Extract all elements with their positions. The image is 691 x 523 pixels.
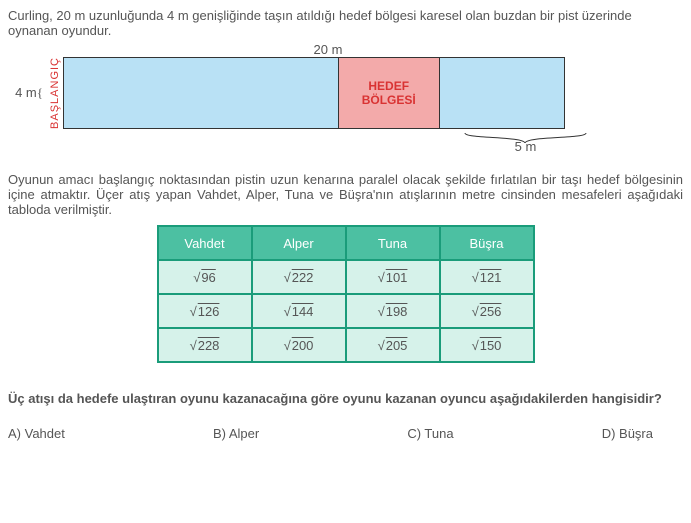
diagram-bottom-brace: 5 m xyxy=(463,131,588,154)
description-text: Oyunun amacı başlangıç noktasından pisti… xyxy=(8,172,683,217)
table-cell: √150 xyxy=(440,328,534,362)
table-cell: √200 xyxy=(252,328,346,362)
target-label-2: BÖLGESİ xyxy=(362,93,416,107)
table-cell: √101 xyxy=(346,260,440,294)
diagram-top-label: 20 m xyxy=(78,42,578,57)
target-segment: HEDEF BÖLGESİ xyxy=(339,58,440,128)
table-header: Tuna xyxy=(346,226,440,260)
table-header: Alper xyxy=(252,226,346,260)
start-label: BAŞLANGIÇ xyxy=(47,57,63,129)
ice-segment-right xyxy=(440,58,565,128)
table-cell: √222 xyxy=(252,260,346,294)
option-d[interactable]: D) Büşra xyxy=(602,426,653,441)
option-c[interactable]: C) Tuna xyxy=(407,426,453,441)
table-cell: √205 xyxy=(346,328,440,362)
throws-table: Vahdet Alper Tuna Büşra √96√222√101√121√… xyxy=(157,225,535,363)
target-label-1: HEDEF xyxy=(368,79,409,93)
option-a[interactable]: A) Vahdet xyxy=(8,426,65,441)
table-header: Büşra xyxy=(440,226,534,260)
table-cell: √96 xyxy=(158,260,252,294)
curling-diagram: 4 m{ BAŞLANGIÇ HEDEF BÖLGESİ xyxy=(8,57,683,129)
diagram-left-label: 4 m{ xyxy=(8,85,47,101)
brace-icon xyxy=(463,133,588,143)
table-cell: √198 xyxy=(346,294,440,328)
table-header: Vahdet xyxy=(158,226,252,260)
intro-text: Curling, 20 m uzunluğunda 4 m genişliğin… xyxy=(8,8,683,38)
option-b[interactable]: B) Alper xyxy=(213,426,259,441)
rink-rect: HEDEF BÖLGESİ xyxy=(63,57,565,129)
ice-segment-left xyxy=(64,58,339,128)
table-cell: √121 xyxy=(440,260,534,294)
table-cell: √126 xyxy=(158,294,252,328)
table-cell: √144 xyxy=(252,294,346,328)
table-cell: √228 xyxy=(158,328,252,362)
question-text: Üç atışı da hedefe ulaştıran oyunu kazan… xyxy=(8,391,683,406)
table-cell: √256 xyxy=(440,294,534,328)
answer-options: A) Vahdet B) Alper C) Tuna D) Büşra xyxy=(8,426,683,441)
